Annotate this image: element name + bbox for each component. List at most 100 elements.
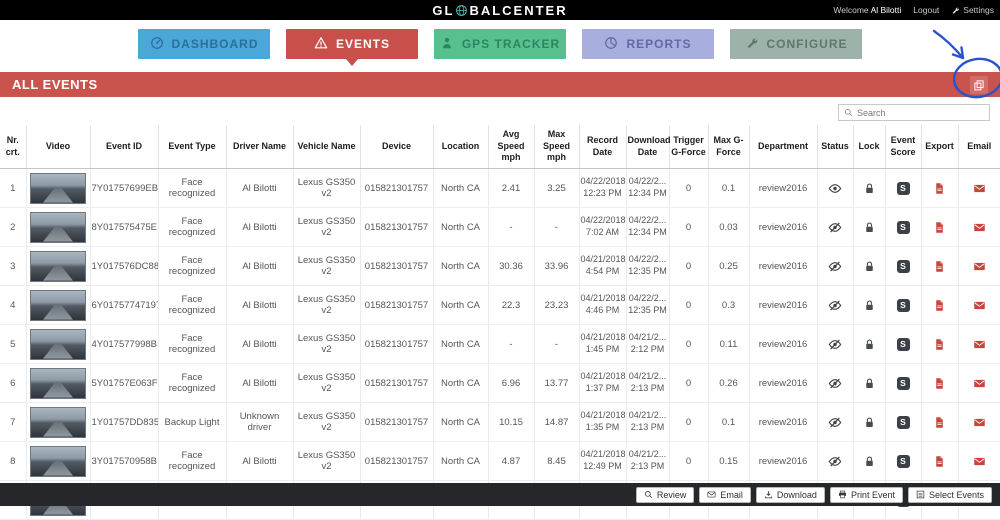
email-icon[interactable] — [973, 416, 986, 429]
max-gforce-cell: 0.11 — [708, 324, 750, 365]
table-row[interactable]: 1 7Y01757699EB Face recognized Al Bilott… — [0, 168, 1000, 209]
vehicle-name-cell: Lexus GS350 v2 — [293, 168, 361, 209]
lock-icon[interactable] — [863, 455, 876, 468]
event-score-badge[interactable]: S — [896, 181, 910, 195]
event-score-badge[interactable]: S — [896, 337, 910, 351]
status-cell — [817, 207, 854, 248]
export-pdf-icon[interactable] — [933, 455, 946, 468]
export-pdf-icon[interactable] — [933, 377, 946, 390]
nav-tab-reports[interactable]: REPORTS — [582, 29, 714, 59]
export-pdf-icon[interactable] — [933, 260, 946, 273]
lock-icon[interactable] — [863, 338, 876, 351]
email-icon[interactable] — [973, 182, 986, 195]
nav-tab-configure[interactable]: CONFIGURE — [730, 29, 862, 59]
copy-events-icon[interactable] — [970, 75, 988, 94]
search-input[interactable] — [857, 107, 984, 118]
driver-name-cell: Al Bilotti — [226, 207, 294, 248]
person-icon — [440, 36, 454, 53]
column-header: Event Score — [885, 125, 922, 170]
lock-icon[interactable] — [863, 221, 876, 234]
vehicle-name-cell: Lexus GS350 v2 — [293, 363, 361, 404]
table-row[interactable]: 7 1Y01757DD835 Backup Light Unknown driv… — [0, 402, 1000, 443]
lock-icon[interactable] — [863, 299, 876, 312]
export-pdf-icon[interactable] — [933, 299, 946, 312]
download-date-cell: 04/22/2... 12:35 PM — [626, 285, 670, 326]
logout-link[interactable]: Logout — [913, 5, 940, 15]
vehicle-name-cell: Lexus GS350 v2 — [293, 207, 361, 248]
video-thumbnail[interactable] — [30, 289, 86, 321]
video-thumbnail[interactable] — [30, 445, 86, 477]
lock-icon[interactable] — [863, 377, 876, 390]
lock-icon[interactable] — [863, 182, 876, 195]
status-eye-icon[interactable] — [827, 377, 843, 390]
status-cell — [817, 168, 854, 209]
search-icon — [844, 108, 853, 117]
nav-tab-gps-tracker[interactable]: GPS TRACKER — [434, 29, 566, 59]
event-id-cell: 4Y017577998B — [90, 324, 159, 365]
event-score-badge[interactable]: S — [896, 415, 910, 429]
export-pdf-icon[interactable] — [933, 338, 946, 351]
export-pdf-icon[interactable] — [933, 221, 946, 234]
avg-speed-cell: 4.87 — [488, 441, 535, 482]
email-icon[interactable] — [973, 299, 986, 312]
status-eye-icon[interactable] — [827, 338, 843, 351]
table-row[interactable]: 4 6Y01757747197 Face recognized Al Bilot… — [0, 285, 1000, 326]
status-eye-icon[interactable] — [827, 221, 843, 234]
event-score-badge[interactable]: S — [896, 259, 910, 273]
review-button[interactable]: Review — [635, 486, 695, 503]
lock-icon[interactable] — [863, 260, 876, 273]
envelope-outline-icon — [707, 490, 716, 499]
export-pdf-icon[interactable] — [933, 416, 946, 429]
warning-icon — [314, 36, 328, 53]
row-number-cell: 1 — [0, 168, 27, 209]
email-cell — [958, 402, 1000, 443]
email-icon[interactable] — [973, 377, 986, 390]
video-thumbnail[interactable] — [30, 328, 86, 360]
event-score-badge[interactable]: S — [896, 376, 910, 390]
event-score-badge[interactable]: S — [896, 454, 910, 468]
download-button[interactable]: Download — [755, 486, 825, 503]
nav-tab-events[interactable]: EVENTS — [286, 29, 418, 66]
video-thumbnail[interactable] — [30, 172, 86, 204]
status-eye-icon[interactable] — [827, 260, 843, 273]
email-button[interactable]: Email — [699, 486, 751, 503]
event-id-cell: 1Y017576DC88 — [90, 246, 159, 287]
status-eye-icon[interactable] — [827, 299, 843, 312]
device-cell: 015821301757 — [360, 246, 434, 287]
status-eye-icon[interactable] — [827, 416, 843, 429]
select-events-button[interactable]: Select Events — [907, 486, 992, 503]
max-gforce-cell: 0.25 — [708, 246, 750, 287]
search-icon — [644, 490, 653, 499]
event-type-cell: Face recognized — [158, 207, 227, 248]
search-box[interactable] — [838, 104, 990, 121]
video-thumbnail[interactable] — [30, 406, 86, 438]
email-icon[interactable] — [973, 338, 986, 351]
event-score-badge[interactable]: S — [896, 298, 910, 312]
table-row[interactable]: 6 5Y01757E063F Face recognized Al Bilott… — [0, 363, 1000, 404]
row-number-cell: 4 — [0, 285, 27, 326]
table-row[interactable]: 8 3Y017570958B Face recognized Al Bilott… — [0, 441, 1000, 482]
lock-icon[interactable] — [863, 416, 876, 429]
email-icon[interactable] — [973, 455, 986, 468]
max-speed-cell: 14.87 — [534, 402, 580, 443]
print-event-button[interactable]: Print Event — [829, 486, 903, 503]
table-row[interactable]: 5 4Y017577998B Face recognized Al Bilott… — [0, 324, 1000, 365]
welcome-text: Welcome Al Bilotti — [833, 5, 902, 15]
video-thumbnail[interactable] — [30, 211, 86, 243]
video-thumbnail[interactable] — [30, 367, 86, 399]
table-row[interactable]: 3 1Y017576DC88 Face recognized Al Bilott… — [0, 246, 1000, 287]
nav-tab-dashboard[interactable]: DASHBOARD — [138, 29, 270, 59]
status-eye-icon[interactable] — [827, 455, 843, 468]
pie-icon — [604, 36, 618, 53]
nav-tabs: DASHBOARD EVENTS GPS TRACKER REPORTS CON… — [0, 20, 1000, 72]
driver-name-cell: Al Bilotti — [226, 324, 294, 365]
settings-link[interactable]: Settings — [951, 5, 994, 15]
lock-cell — [853, 441, 886, 482]
video-thumbnail[interactable] — [30, 250, 86, 282]
email-icon[interactable] — [973, 221, 986, 234]
status-eye-icon[interactable] — [827, 182, 843, 195]
event-score-badge[interactable]: S — [896, 220, 910, 234]
email-icon[interactable] — [973, 260, 986, 273]
export-pdf-icon[interactable] — [933, 182, 946, 195]
table-row[interactable]: 2 8Y017575475E Face recognized Al Bilott… — [0, 207, 1000, 248]
